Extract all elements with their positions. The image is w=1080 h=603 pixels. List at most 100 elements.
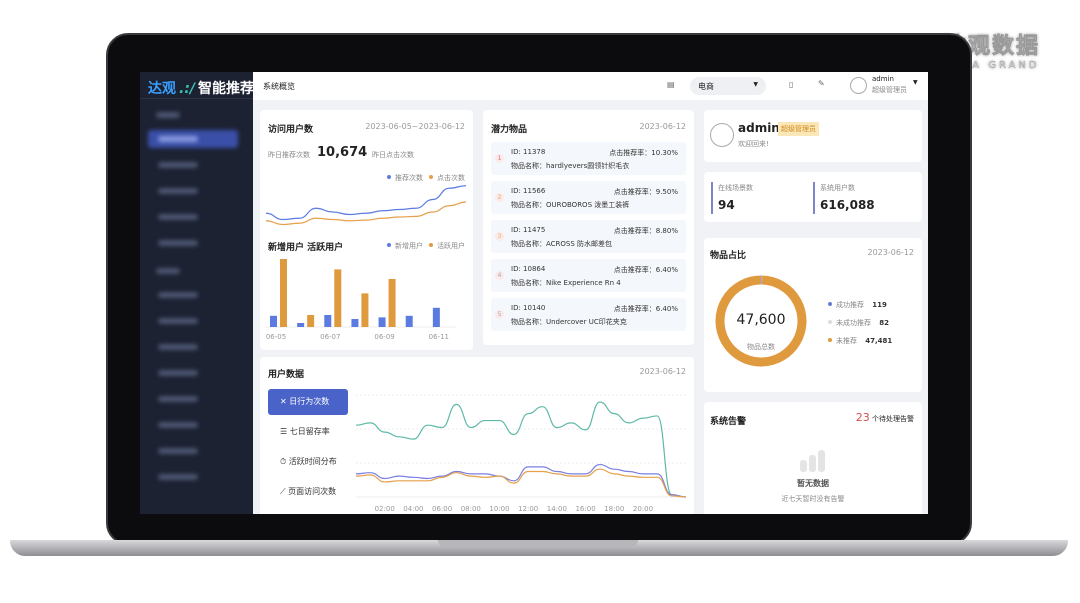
sidebar-section: [148, 106, 238, 124]
user-menu-chevron-icon[interactable]: ▼: [913, 79, 918, 86]
rank-badge: 1: [495, 154, 504, 163]
visits-legend: 推荐次数 点击次数: [381, 173, 465, 183]
ratio-legend-item: 成功推荐 119: [828, 300, 887, 310]
avatar[interactable]: [850, 77, 867, 94]
ratio-legend-item: 未成功推荐 82: [828, 318, 889, 328]
chevron-down-icon: ▼: [753, 81, 758, 88]
logo: 达观 .:/智能推荐: [148, 81, 255, 97]
item-id: ID: 10140: [511, 304, 546, 312]
bars-icon: ☰: [280, 427, 290, 436]
empty-data-icon: [800, 450, 826, 472]
tab-retention[interactable]: ☰ 七日留存率: [280, 427, 330, 436]
potential-item[interactable]: 2 ID: 11566 点击推荐率：9.50% 物品名称：OUROBOROS 泼…: [491, 181, 686, 214]
document-icon[interactable]: ▯: [789, 80, 794, 89]
x-tick-label: 06-05: [266, 333, 286, 341]
header: 系统概览 ▤ 电商 ▼ ▯ ✎ admin 超级管理员 ▼: [253, 72, 928, 100]
visits-series-line: [266, 201, 466, 226]
tab-daily-actions[interactable]: ✕ 日行为次数: [268, 389, 348, 415]
potential-item[interactable]: 4 ID: 10864 点击推荐率：6.40% 物品名称：Nike Experi…: [491, 259, 686, 292]
sidebar: 达观 .:/智能推荐: [140, 72, 255, 514]
sidebar-section: [148, 262, 238, 280]
item-id: ID: 10864: [511, 265, 546, 273]
actions-icon: ✕: [280, 397, 290, 406]
item-name: Nike Experience Rn 4: [546, 279, 621, 287]
item-ratio-card: 物品占比 2023-06-12 47,600 物品总数 成功推荐 119 未成功推…: [704, 238, 922, 392]
bar-new-users: [432, 307, 440, 327]
item-ratio-donut: [715, 275, 807, 367]
alerts-card: 系统告警 23 个待处理告警 暂无数据 近七天暂时没有告警: [704, 402, 922, 514]
potential-item[interactable]: 5 ID: 10140 点击推荐率：6.40% 物品名称：Undercover …: [491, 298, 686, 331]
sidebar-item[interactable]: [148, 182, 238, 200]
tab-active-time[interactable]: ⏱ 活跃时间分布: [280, 457, 337, 466]
bar-new-users: [270, 315, 277, 327]
potential-item[interactable]: 3 ID: 11475 点击推荐率：8.80% 物品名称：ACROSS 防水邮差…: [491, 220, 686, 253]
user-data-series-line: [356, 468, 687, 498]
x-tick-label: 08:00: [461, 505, 481, 513]
item-name: Undercover UC印花夹克: [546, 318, 627, 326]
stats-card: 在线场景数 94 系统用户数 616,088: [704, 172, 922, 222]
sidebar-item[interactable]: [148, 208, 238, 226]
timer-icon: ⏱: [280, 457, 289, 466]
item-id: ID: 11566: [511, 187, 546, 195]
x-tick-label: 04:00: [403, 505, 423, 513]
donut-slice: [715, 275, 807, 367]
scene-select[interactable]: 电商 ▼: [690, 77, 766, 95]
sidebar-item[interactable]: [148, 286, 238, 304]
x-tick-label: 18:00: [604, 505, 624, 513]
potential-item[interactable]: 1 ID: 11378 点击推荐率：10.30% 物品名称：hardlyever…: [491, 142, 686, 175]
rank-badge: 4: [495, 271, 504, 280]
sidebar-item-active[interactable]: [148, 130, 238, 148]
x-tick-label: 06-11: [429, 333, 449, 341]
ratio-legend-item: 未推荐 47,481: [828, 336, 892, 346]
click-rate: 10.30%: [651, 149, 678, 157]
sidebar-item[interactable]: [148, 312, 238, 330]
yesterday-rec-value: 10,674: [317, 145, 368, 160]
potential-items-card: 潜力物品 2023-06-12 1 ID: 11378 点击推荐率：10.30%…: [483, 110, 694, 345]
sidebar-item[interactable]: [148, 442, 238, 460]
visits-line-chart: [266, 185, 466, 226]
sidebar-item[interactable]: [148, 468, 238, 486]
x-tick-label: 06-09: [374, 333, 394, 341]
laptop-notch: [438, 540, 638, 547]
x-tick-label: 10:00: [489, 505, 509, 513]
x-tick-label: 12:00: [518, 505, 538, 513]
bar-active-users: [388, 279, 396, 327]
click-rate: 8.80%: [655, 227, 678, 235]
card-title: 访问用户数: [268, 125, 314, 135]
item-id: ID: 11475: [511, 226, 546, 234]
tab-page-visits[interactable]: ⟋ 页面访问次数: [280, 487, 337, 496]
visits-series-line: [266, 185, 466, 221]
app-screen: 达观 .:/智能推荐 系统概览 ▤ 电商 ▼ ▯ ✎ admin 超级管理员 ▼ 访…: [140, 72, 928, 514]
click-rate: 9.50%: [655, 188, 678, 196]
x-tick-label: 16:00: [575, 505, 595, 513]
bar-active-users: [334, 269, 342, 327]
x-tick-label: 02:00: [375, 505, 395, 513]
role-badge: 超级管理员: [778, 122, 819, 136]
edit-icon[interactable]: ✎: [818, 79, 825, 88]
sidebar-item[interactable]: [148, 234, 238, 252]
user-data-series-line: [356, 401, 687, 498]
bar-new-users: [378, 317, 386, 327]
system-users-value: 616,088: [820, 198, 875, 212]
bar-new-users: [405, 315, 413, 327]
sidebar-item[interactable]: [148, 338, 238, 356]
x-tick-label: 20:00: [633, 505, 653, 513]
users-bar-chart: 06-05 06-07 06-09 06-11: [266, 259, 456, 341]
user-name[interactable]: admin: [872, 75, 894, 83]
sidebar-item[interactable]: [148, 416, 238, 434]
profile-card: admin 超级管理员 欢迎回来!: [704, 110, 922, 162]
visits-card: 访问用户数 2023-06-05~2023-06-12 昨日推荐次数 10,67…: [260, 110, 473, 350]
x-tick-label: 06:00: [432, 505, 452, 513]
bar-new-users: [351, 319, 359, 327]
users-legend: 新增用户 活跃用户: [381, 241, 465, 251]
sidebar-item[interactable]: [148, 364, 238, 382]
trend-icon: ⟋: [280, 487, 289, 496]
scene-icon[interactable]: ▤: [667, 80, 675, 89]
total-items-value: 47,600: [736, 312, 786, 328]
breadcrumb: 系统概览: [263, 82, 295, 91]
sidebar-item[interactable]: [148, 156, 238, 174]
user-role: 超级管理员: [872, 86, 907, 94]
rank-badge: 2: [495, 193, 504, 202]
sidebar-item[interactable]: [148, 390, 238, 408]
x-tick-label: 06-07: [320, 333, 340, 341]
